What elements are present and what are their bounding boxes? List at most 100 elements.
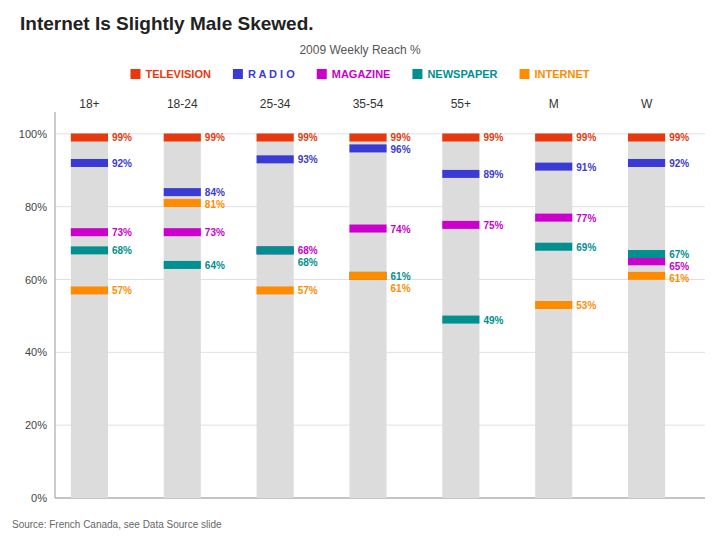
x-tick-label: 55+ xyxy=(451,97,471,111)
data-label: 81% xyxy=(205,199,225,210)
track xyxy=(349,134,386,498)
value-marker xyxy=(349,272,386,280)
value-marker xyxy=(535,243,572,251)
value-marker xyxy=(628,133,665,141)
value-marker xyxy=(71,133,108,141)
legend-label: NEWSPAPER xyxy=(427,68,497,80)
value-marker xyxy=(442,133,479,141)
data-label: 99% xyxy=(483,132,503,143)
value-marker xyxy=(349,272,386,280)
track xyxy=(628,134,665,498)
value-marker xyxy=(257,286,294,294)
value-marker xyxy=(164,228,201,236)
value-marker xyxy=(71,286,108,294)
data-label: 77% xyxy=(576,213,596,224)
x-tick-label: M xyxy=(549,97,559,111)
chart: Internet Is Slightly Male Skewed. 2009 We… xyxy=(0,0,720,540)
legend-item: INTERNET xyxy=(520,68,590,80)
data-label: 69% xyxy=(576,242,596,253)
value-marker xyxy=(442,221,479,229)
legend-item: NEWSPAPER xyxy=(412,68,497,80)
value-marker xyxy=(349,225,386,233)
legend-label: MAGAZINE xyxy=(332,68,391,80)
x-tick-label: W xyxy=(641,97,653,111)
value-marker xyxy=(349,144,386,152)
value-marker xyxy=(442,316,479,324)
data-label: 99% xyxy=(112,132,132,143)
data-label: 73% xyxy=(205,227,225,238)
subtitle: 2009 Weekly Reach % xyxy=(299,43,421,57)
legend-item: MAGAZINE xyxy=(317,68,391,80)
y-tick-label: 80% xyxy=(25,201,47,213)
data-label: 73% xyxy=(112,227,132,238)
title: Internet Is Slightly Male Skewed. xyxy=(20,13,314,34)
legend-swatch xyxy=(233,69,243,79)
y-tick-label: 0% xyxy=(31,492,47,504)
value-marker xyxy=(628,257,665,265)
data-label: 74% xyxy=(391,224,411,235)
data-label: 64% xyxy=(205,260,225,271)
legend-swatch xyxy=(520,69,530,79)
data-label: 89% xyxy=(483,169,503,180)
source-note: Source: French Canada, see Data Source s… xyxy=(12,519,222,530)
data-label: 53% xyxy=(576,300,596,311)
y-axis-line xyxy=(55,112,56,498)
y-tick-label: 100% xyxy=(19,128,47,140)
data-label: 96% xyxy=(391,144,411,155)
data-label: 92% xyxy=(112,158,132,169)
track xyxy=(442,134,479,498)
data-label: 92% xyxy=(669,158,689,169)
x-tick-label: 18+ xyxy=(79,97,99,111)
grid xyxy=(55,134,705,498)
legend-item: R A D I O xyxy=(233,68,295,80)
x-tick-label: 35-54 xyxy=(353,97,384,111)
value-marker xyxy=(257,246,294,254)
value-marker xyxy=(535,133,572,141)
value-marker xyxy=(257,155,294,163)
data-label: 61% xyxy=(669,273,689,284)
legend-swatch xyxy=(130,69,140,79)
value-marker xyxy=(535,214,572,222)
value-marker xyxy=(164,199,201,207)
data-labels: 99%92%73%68%57%99%84%81%73%64%99%93%68%6… xyxy=(112,132,689,325)
data-label: 99% xyxy=(669,132,689,143)
data-label: 99% xyxy=(391,132,411,143)
track xyxy=(535,134,572,498)
data-label: 65% xyxy=(669,261,689,272)
data-label: 93% xyxy=(298,154,318,165)
track xyxy=(71,134,108,498)
value-marker xyxy=(164,261,201,269)
data-label: 49% xyxy=(483,315,503,326)
legend: TELEVISION R A D I O MAGAZINE NEWSPAPER INTE… xyxy=(130,68,589,80)
data-label: 68% xyxy=(298,257,318,268)
value-marker xyxy=(349,133,386,141)
legend-label: TELEVISION xyxy=(145,68,210,80)
data-label: 91% xyxy=(576,162,596,173)
track xyxy=(164,134,201,498)
data-label: 61% xyxy=(391,271,411,282)
track xyxy=(257,134,294,498)
data-label: 57% xyxy=(112,285,132,296)
value-marker xyxy=(628,159,665,167)
data-label: 68% xyxy=(112,245,132,256)
value-marker xyxy=(164,188,201,196)
y-tick-label: 60% xyxy=(25,274,47,286)
value-marker xyxy=(257,133,294,141)
data-label: 75% xyxy=(483,220,503,231)
x-tick-label: 18-24 xyxy=(167,97,198,111)
data-label: 67% xyxy=(669,249,689,260)
y-tick-label: 40% xyxy=(25,346,47,358)
data-label: 57% xyxy=(298,285,318,296)
legend-item: TELEVISION xyxy=(130,68,210,80)
value-marker xyxy=(628,272,665,280)
data-label: 68% xyxy=(298,245,318,256)
data-label: 99% xyxy=(205,132,225,143)
data-label: 99% xyxy=(298,132,318,143)
value-marker xyxy=(535,301,572,309)
value-marker xyxy=(71,159,108,167)
data-label: 84% xyxy=(205,187,225,198)
legend-swatch xyxy=(412,69,422,79)
value-marker xyxy=(164,133,201,141)
legend-label: INTERNET xyxy=(535,68,590,80)
y-tick-label: 20% xyxy=(25,419,47,431)
